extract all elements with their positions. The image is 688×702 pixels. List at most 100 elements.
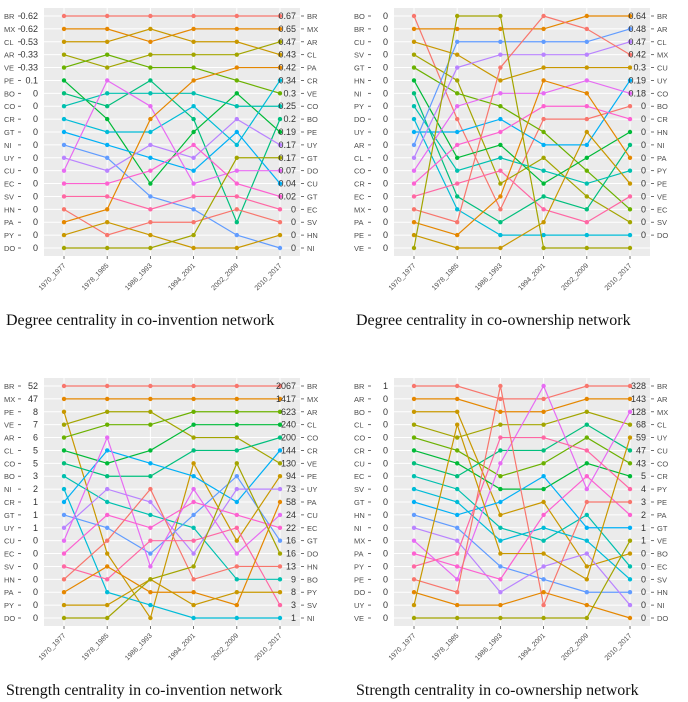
bump-chart-strength-coownership: BR 1 AR 0 BO 0 CL 0 CO 0 CR 0 CU 0 EC 0 SV 0 GT 0 HN 0 NI 0 MX 0 P… [354,378,668,662]
data-point-cr [541,104,546,109]
data-point-mx [627,52,633,57]
data-point-do [61,615,67,621]
data-point-cr [411,448,417,453]
data-point-ve [411,245,417,251]
left-value-label: 0 [33,204,38,214]
data-point-uy [191,551,196,556]
data-point-co [584,78,589,83]
left-country-label: DO [4,614,15,623]
right-value-label: 0.47 [628,37,646,47]
right-value-label: 58 [286,497,296,507]
left-value-label: 0 [33,561,38,571]
left-value-label: 0 [33,88,38,98]
data-point-co [411,168,417,173]
right-value-label: 0.65 [278,24,296,34]
data-point-sv [105,577,110,582]
data-point-bo [105,104,110,109]
data-point-sv [148,207,153,212]
data-point-cr [584,104,589,109]
left-value-label: 0 [33,153,38,163]
data-point-br [498,26,503,32]
data-point-sv [584,538,589,543]
data-point-ec [277,525,283,530]
x-tick-label: 1994_2001 [167,262,197,292]
right-country-label: DO [657,614,668,623]
data-point-bo [498,512,503,518]
right-country-label: BR [657,12,668,21]
series-line-ve [63,54,281,94]
data-point-do [277,155,283,160]
right-value-label: 16 [286,536,296,546]
data-point-cr [541,486,546,492]
series-line-sv [63,527,281,606]
series-line-cr [413,105,631,185]
left-country-label: HN [4,575,15,584]
data-point-cu [541,65,546,70]
data-point-ve [455,13,460,19]
caption-strength-coownership: Strength centrality in co-ownership netw… [356,682,639,699]
chart-panel-strength-coownership: BR 1 AR 0 BO 0 CL 0 CO 0 CR 0 CU 0 EC 0 SV 0 GT 0 HN 0 NI 0 MX 0 P… [350,370,688,670]
data-point-ec [105,512,110,518]
right-value-label: 0 [641,549,646,559]
series-line-ec [413,169,631,223]
left-country-label: GT [354,64,365,73]
data-point-pa [498,577,503,582]
data-point-ar [148,422,153,427]
series-line-br [414,385,630,400]
data-point-cu [541,448,546,453]
right-value-label: 9 [291,574,296,584]
data-point-ni [234,232,239,238]
data-point-mx [234,396,239,402]
left-country-label: GT [4,128,15,137]
right-country-label: AR [657,395,668,404]
series-line-pa [413,79,631,236]
right-value-label: 240 [281,420,296,430]
right-value-label: 0 [641,166,646,176]
data-point-mx [541,383,546,389]
right-country-label: PY [657,167,667,176]
series-line-co [413,436,631,477]
left-value-label: 0 [383,204,388,214]
data-point-ve [455,615,460,621]
right-country-label: CR [307,76,318,85]
data-point-gt [455,512,460,518]
data-point-ar [105,65,110,70]
data-point-cr [498,129,503,135]
right-value-label: 144 [281,445,296,455]
data-point-ec [277,194,283,199]
data-point-br [277,383,283,389]
right-value-label: 130 [281,458,296,468]
right-value-label: 24 [286,510,296,520]
right-value-label: 3 [291,600,296,610]
right-value-label: 5 [641,471,646,481]
data-point-sv [105,194,110,199]
data-point-co [541,461,546,466]
data-point-co [277,104,283,109]
left-country-label: PE [354,231,364,240]
data-point-ve [148,65,153,70]
data-point-ni [584,207,589,212]
data-point-pe [61,409,67,414]
left-country-label: BR [4,12,15,21]
series-line-sv [413,54,631,223]
data-point-bo [277,577,283,582]
data-point-pa [584,91,589,96]
left-country-label: CU [4,537,15,546]
data-point-ec [584,512,589,518]
data-point-uy [411,602,417,608]
data-point-ve [541,245,546,251]
data-point-bo [455,409,460,414]
left-value-label: 47 [28,394,38,404]
data-point-gt [411,65,417,70]
right-country-label: PY [307,588,317,597]
series-line-hn [413,514,630,593]
right-value-label: 0 [291,204,296,214]
right-country-label: MX [307,395,318,404]
data-point-cl [627,39,633,44]
right-country-label: CU [657,64,668,73]
data-point-hn [148,486,153,492]
data-point-py [455,168,460,173]
data-point-gt [498,499,503,505]
data-point-do [455,602,460,608]
data-point-cu [277,168,283,173]
